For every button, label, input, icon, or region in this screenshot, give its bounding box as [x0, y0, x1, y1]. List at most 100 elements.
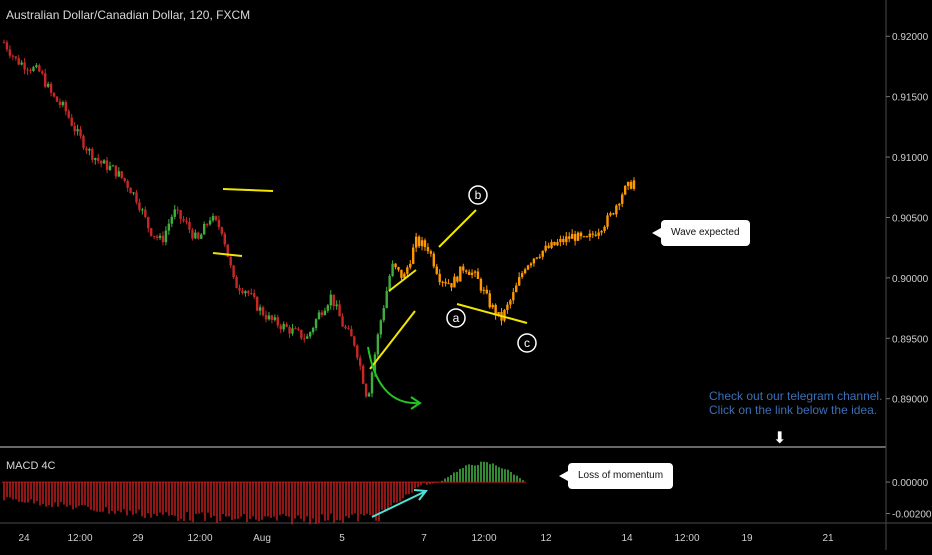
- candle-body: [164, 230, 168, 243]
- candle-body: [38, 65, 41, 72]
- trend-line: [438, 209, 477, 248]
- candle-body: [167, 223, 171, 231]
- candle-body: [306, 336, 309, 339]
- candle-body: [409, 263, 412, 268]
- candle-body: [276, 317, 279, 326]
- candle-body: [541, 250, 544, 257]
- candle-body: [447, 283, 450, 285]
- candle-body: [317, 312, 321, 320]
- candle-body: [570, 233, 574, 239]
- trend-line: [456, 303, 528, 324]
- candle-body: [297, 328, 300, 330]
- candle-body: [515, 285, 518, 293]
- candle-body: [526, 265, 530, 270]
- candle-body: [435, 266, 438, 274]
- wave-label-circle: [468, 185, 488, 205]
- candle-body: [453, 276, 456, 288]
- candle-body: [497, 312, 500, 316]
- candle-body: [179, 210, 182, 220]
- candle-body: [99, 160, 103, 164]
- candle-body: [462, 266, 465, 271]
- candle-body: [550, 242, 553, 248]
- candle-body: [353, 336, 356, 346]
- candle-body: [217, 219, 221, 228]
- candle-body: [194, 232, 197, 239]
- candle-body: [23, 62, 26, 70]
- candle-body: [300, 329, 303, 339]
- macd-title: MACD 4C: [6, 460, 56, 472]
- candle-body: [356, 345, 359, 358]
- candle-body: [364, 383, 368, 397]
- candle-body: [491, 304, 494, 308]
- candle-body: [585, 236, 589, 238]
- candle-body: [247, 291, 250, 294]
- candle-body: [529, 263, 533, 266]
- candle-body: [123, 177, 126, 181]
- candle-body: [46, 83, 50, 87]
- candle-body: [612, 213, 615, 215]
- candle-body: [535, 257, 539, 259]
- candle-body: [244, 291, 247, 294]
- candle-body: [32, 67, 35, 71]
- candle-body: [102, 160, 106, 164]
- candle-body: [111, 165, 115, 167]
- candle-body: [385, 291, 388, 308]
- candle-body: [379, 320, 383, 335]
- candle-body: [197, 232, 200, 239]
- candle-body: [108, 165, 112, 170]
- candle-body: [600, 230, 603, 233]
- candle-body: [573, 233, 577, 241]
- candle-body: [473, 271, 477, 273]
- candle-body: [176, 209, 179, 211]
- candle-body: [429, 251, 433, 254]
- candle-body: [144, 209, 147, 218]
- time-tick-label: 12:00: [187, 533, 212, 544]
- candle-body: [211, 216, 215, 221]
- candle-body: [544, 245, 547, 251]
- candle-body: [129, 187, 132, 194]
- candle-body: [303, 338, 306, 340]
- candle-body: [308, 332, 312, 337]
- candle-body: [79, 129, 82, 136]
- candle-body: [73, 125, 76, 132]
- candle-body: [170, 216, 174, 224]
- candle-body: [582, 236, 586, 238]
- wave-label-circle: [446, 308, 466, 328]
- candle-body: [632, 180, 636, 189]
- trend-line: [212, 252, 243, 257]
- candle-body: [270, 315, 274, 320]
- candle-body: [314, 319, 318, 328]
- candle-body: [414, 236, 418, 248]
- candle-body: [494, 304, 497, 316]
- telegram-line-1: Check out our telegram channel.: [709, 389, 883, 403]
- price-tick-label: 0.89000: [892, 395, 929, 406]
- candle-body: [285, 324, 288, 327]
- candle-body: [5, 42, 9, 50]
- candle-body: [594, 234, 597, 236]
- wave-label-c: c: [524, 336, 530, 350]
- candle-body: [282, 324, 285, 330]
- candle-body: [597, 232, 600, 236]
- candle-body: [576, 232, 580, 241]
- candle-body: [329, 294, 332, 306]
- candle-body: [441, 281, 444, 283]
- time-tick-label: 7: [421, 533, 427, 544]
- candle-body: [394, 263, 397, 268]
- candle-body: [161, 235, 165, 243]
- candle-body: [503, 309, 506, 321]
- candle-body: [420, 240, 424, 247]
- candle-body: [391, 263, 394, 276]
- candle-body: [250, 293, 253, 295]
- wave-label-circle: [517, 333, 537, 353]
- wave-expected-callout: Wave expected: [652, 220, 750, 246]
- candle-body: [426, 247, 430, 252]
- candle-body: [559, 238, 562, 243]
- candle-body: [52, 92, 56, 97]
- candle-body: [82, 135, 85, 149]
- telegram-line-2: Click on the link below the idea.: [709, 403, 878, 417]
- candle-body: [158, 235, 162, 238]
- candle-body: [120, 171, 123, 178]
- price-tick-label: 0.92000: [892, 32, 929, 43]
